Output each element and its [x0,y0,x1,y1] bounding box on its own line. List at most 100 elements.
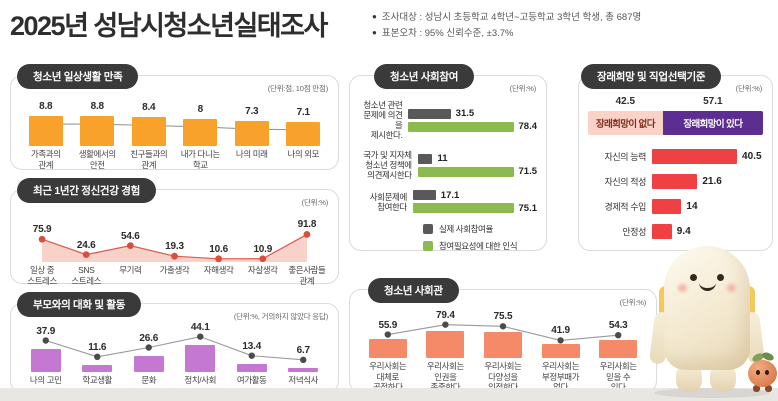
hbar [408,108,451,119]
value-label: 7.3 [245,106,259,118]
value-label: 78.4 [518,121,538,132]
bullet-icon: ● [372,12,377,21]
line-dot [442,321,449,328]
hope-no-segment: 장래희망이 없다 [588,111,663,135]
area-dot [82,251,90,259]
mascot-body [664,246,750,370]
category-label: 문화 [141,375,157,385]
mascot-leg-left [676,366,702,392]
category-label: 친구들과의 관계 [130,149,168,170]
category-label: 우리사회는 인권을 존중한다 [426,361,465,392]
category-label: 우리사회는 부정부패가 없다 [542,361,580,392]
value-label: 79.4 [436,309,455,321]
plot-area: 55.9 79.4 75.5 41.9 54.3 [359,309,647,358]
social-view-chart: 55.9 79.4 75.5 41.9 54.3 우리사회는 대체로 공정하다 우리사회는 … [359,309,647,392]
hbar-row: 75.1 [412,202,538,214]
value-label: 9.4 [676,226,691,237]
value-label: 19.3 [165,241,184,253]
area-dot [171,252,178,260]
legend-swatch [423,224,433,234]
category-row: 가족과의 관계 생활에서의 안전 친구들과의 관계 내가 다니는 학교 나의 미래 나의 … [20,149,329,170]
floor-band [0,388,778,401]
area-dot [38,235,46,243]
hbar [412,190,436,200]
value-label: 8.8 [39,101,53,113]
criteria-row: 안정성 9.4 [588,219,763,244]
bar [288,367,319,372]
category-label: 자해생각 [203,265,234,275]
card-daily-life-satisfaction: 청소년 일상생활 만족 (단위:점, 10점 만점) 8.8 8.8 8.4 8 7.3… [10,64,339,170]
value-label: 24.6 [76,239,96,251]
category-label: SNS 스트레스 [71,265,102,286]
category-row: 일상 중 스트레스 SNS 스트레스 무기력 가출생각 자해생각 자살생각 좋은사람들 관계 [20,265,329,286]
note-respondents: ● 조사대상 : 성남시 초등학교 4학년~고등학교 3학년 학생, 총 687명 [372,9,641,25]
value-label: 75.1 [518,202,538,214]
value-label: 8.8 [90,101,105,113]
legend-item: 참여필요성에 대한 인식 [423,240,537,252]
bar [368,339,407,358]
mascot-leg-right [710,366,736,392]
category-label: 나의 외모 [287,149,320,159]
legend-item: 실제 사회참여율 [423,223,537,235]
bar [28,116,63,146]
area-dot [259,255,267,263]
survey-notes: ● 조사대상 : 성남시 초등학교 4학년~고등학교 3학년 학생, 총 687명… [372,9,641,41]
group-bars: 17.1 75.1 [412,189,538,214]
hbar [417,153,433,164]
plot-area: 75.9 24.6 54.6 19.3 10.6 10.9 91.8 [20,212,329,263]
criteria-label: 자신의 적성 [604,177,646,187]
line-dot [300,356,307,364]
line-dot [197,333,204,340]
buddy-eye-left [756,370,760,375]
parent-talk-chart: 37.9 11.6 26.6 44.1 13.4 6.7 나의 고민 학교생활 문화 정치/사회 여… [20,322,329,387]
hbar-row: 17.1 [412,189,537,201]
value-label: 14 [686,201,698,212]
line-dot [248,352,255,359]
group-bars: 31.5 78.4 [408,100,537,140]
bar [426,331,465,358]
bar [183,118,218,146]
buddy-eye-right [765,370,769,375]
criteria-bar [652,149,738,164]
line-dot [94,353,101,361]
line-dot [615,331,622,339]
criteria-bar [652,174,698,189]
hope-split-bar: 장래희망이 없다 장래희망이 있다 [588,111,763,135]
category-label: 우리사회는 다양성을 인정한다 [484,361,522,392]
category-label: 무기력 [119,265,142,275]
value-label: 17.1 [440,189,460,201]
bar [82,364,113,372]
section-badge-career: 장래희망 및 직업선택기준 [581,64,722,89]
participation-group: 사회문제에 참여한다 17.1 75.1 [359,189,538,214]
criteria-row: 자신의 능력 40.5 [588,144,763,169]
social-participation-chart: 청소년 관련 문제에 의견을 제시한다. 31.5 78.4 국가 및 지자체 청소년… [359,100,538,251]
group-label: 사회문제에 참여한다 [369,191,408,212]
criteria-label: 경제적 수입 [604,202,646,212]
category-label: 저녁식사 [288,375,319,385]
card-social-view: 청소년 사회관 (단위:%) 55.9 79.4 75.5 41.9 54.3 우리사회는… [349,278,657,393]
value-label: 75.5 [493,311,513,323]
mascot-smile [699,277,716,291]
mascot-shadow [654,388,770,398]
group-label: 청소년 관련 문제에 의견을 제시한다. [363,100,403,140]
section-badge-parent-talk: 부모와의 대화 및 활동 [17,292,142,317]
note-text: 조사대상 : 성남시 초등학교 4학년~고등학교 3학년 학생, 총 687명 [381,12,642,23]
bullet-icon: ● [372,28,377,37]
line-dot [557,337,564,344]
criteria-label: 자신의 능력 [604,152,646,162]
buddy-foot-left [753,385,760,392]
category-label: 정치/사회 [184,375,217,385]
hbar-row: 31.5 [408,108,537,119]
category-label: 일상 중 스트레스 [27,265,57,286]
category-label: 우리사회는 믿을 수 있다 [599,361,638,392]
legend-swatch [423,241,433,251]
criteria-bar [652,199,682,214]
line-dot [42,337,49,344]
value-label: 41.9 [551,325,570,337]
hbar-row: 11 [417,153,537,164]
value-label: 6.7 [296,344,311,356]
section-badge-daily-life: 청소년 일상생활 만족 [17,64,139,89]
mascot-cheek-left [678,284,687,292]
bar [484,332,522,358]
category-label: 나의 고민 [29,375,62,385]
